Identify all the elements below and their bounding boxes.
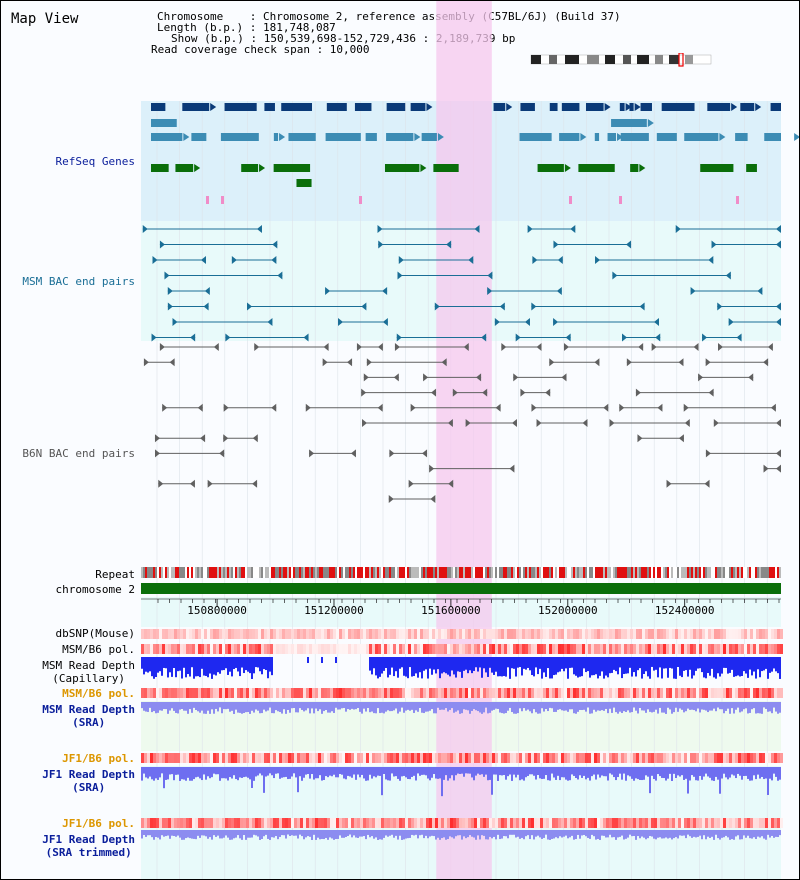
jf1-b6-pol-label-2: JF1/B6 pol.	[62, 817, 135, 830]
msm-depth-sra-label-2: (SRA)	[72, 716, 106, 729]
msm-depth-capillary-label-1: MSM Read Depth	[42, 659, 135, 672]
msm-depth-sra-label-1: MSM Read Depth	[42, 703, 135, 716]
jf1-depth-trimmed-bars	[141, 830, 781, 840]
chromosome-ideogram[interactable]	[529, 53, 715, 67]
svg-text:151600000: 151600000	[421, 604, 481, 617]
msm-b6-pol-label-2: MSM/B6 pol.	[62, 687, 135, 700]
map-view-title: Map View	[11, 11, 79, 27]
jf1-depth-trimmed-label-1: JF1 Read Depth	[42, 833, 135, 846]
b6n-bac-pairs	[143, 343, 781, 503]
b6n-bac-label: B6N BAC end pairs	[22, 447, 135, 460]
jf1-depth-trimmed-label: JF1 Read Depth (SRA trimmed)	[42, 833, 135, 859]
jf1-b6-pol-heatmap-2	[141, 818, 783, 828]
position-axis: 150800000 151200000 151600000 152000000 1524…	[141, 598, 781, 617]
repeat-track	[141, 567, 781, 578]
jf1-depth-sra-label-2: (SRA)	[72, 781, 106, 794]
msm-b6-pol-heatmap-1	[141, 644, 783, 654]
svg-text:152000000: 152000000	[538, 604, 598, 617]
jf1-b6-pol-label-1: JF1/B6 pol.	[62, 752, 135, 765]
jf1-b6-pol-heatmap-1	[141, 753, 783, 763]
dbsnp-heatmap	[141, 629, 783, 639]
coverage-span-info: Read coverage check span : 10,000	[151, 43, 370, 56]
msm-depth-capillary-label: MSM Read Depth (Capillary)	[42, 659, 135, 685]
refseq-genes-label: RefSeq Genes	[55, 155, 135, 168]
length-info: Length (b.p.) : 181,748,087	[157, 21, 336, 34]
highlight-region	[436, 1, 492, 879]
jf1-depth-sra-label: JF1 Read Depth (SRA)	[42, 768, 135, 794]
svg-text:151200000: 151200000	[304, 604, 364, 617]
chromosome-label: chromosome 2	[55, 583, 135, 596]
msm-depth-capillary-bars	[141, 657, 781, 679]
msm-b6-pol-label-1: MSM/B6 pol.	[62, 643, 135, 656]
chromosome-bar	[141, 583, 781, 594]
refseq-gene-features	[151, 103, 799, 204]
jf1-depth-trimmed-label-2: (SRA trimmed)	[45, 846, 132, 859]
msm-bac-pairs	[142, 225, 781, 342]
svg-text:150800000: 150800000	[187, 604, 247, 617]
repeat-label: Repeat	[95, 568, 135, 581]
jf1-depth-sra-label-1: JF1 Read Depth	[42, 768, 135, 781]
msm-depth-sra-label: MSM Read Depth (SRA)	[42, 703, 135, 729]
svg-text:152400000: 152400000	[655, 604, 715, 617]
jf1-depth-sra-bars	[141, 767, 781, 797]
dbsnp-label: dbSNP(Mouse)	[55, 627, 135, 640]
msm-b6-pol-heatmap-2	[141, 688, 783, 698]
msm-depth-sra-bars	[141, 702, 781, 714]
msm-depth-capillary-label-2: (Capillary)	[52, 672, 126, 685]
region-info-panel: Chromosome : Chromosome 2, reference ass…	[151, 11, 621, 55]
msm-bac-label: MSM BAC end pairs	[22, 275, 135, 288]
